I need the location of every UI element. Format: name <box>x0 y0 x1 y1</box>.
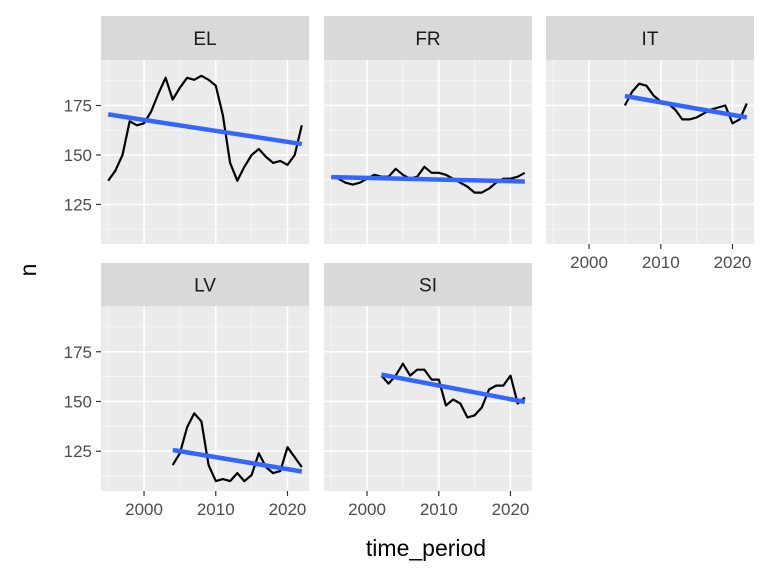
series-line-it <box>623 82 748 125</box>
x-tick-label: 2020 <box>269 500 307 519</box>
y-axis-title: n <box>15 264 41 277</box>
trend-line-it <box>624 93 748 120</box>
strip-label: SI <box>419 276 437 297</box>
strip-lv <box>101 263 309 306</box>
y-tick-label: 175 <box>64 343 92 362</box>
series-line-si <box>380 362 526 419</box>
strip-it <box>546 16 754 60</box>
y-tick-label: 125 <box>64 442 92 461</box>
panel-background <box>324 60 532 244</box>
series-line-lv <box>171 412 303 483</box>
panel-el: EL 125 150 175 <box>64 16 309 244</box>
panels-layer: EL 125 150 175 FR IT 2000 2010 2020 LV 125 150 175 20… <box>64 16 754 519</box>
x-axis-title: time_period <box>366 535 486 561</box>
strip-si <box>324 263 532 306</box>
series-line-el <box>107 74 303 182</box>
x-tick-label: 2010 <box>197 500 235 519</box>
panel-it: IT 2000 2010 2020 <box>546 16 754 272</box>
x-tick-label: 2000 <box>125 500 163 519</box>
strip-label: EL <box>193 29 216 50</box>
strip-el <box>101 16 309 60</box>
panel-background <box>101 60 309 244</box>
y-tick-label: 175 <box>64 97 92 116</box>
series-line-fr <box>330 165 526 194</box>
y-tick-label: 150 <box>64 146 92 165</box>
trend-line-fr <box>331 174 525 184</box>
trend-line-el <box>107 112 303 147</box>
panel-background <box>546 60 754 244</box>
trend-line-lv <box>172 447 303 474</box>
strip-label: LV <box>194 276 216 297</box>
panel-fr: FR <box>324 16 532 244</box>
y-tick-label: 125 <box>64 195 92 214</box>
y-tick-label: 150 <box>64 392 92 411</box>
panel-background <box>101 306 309 491</box>
x-tick-label: 2020 <box>492 500 530 519</box>
panel-si: SI 2000 2010 2020 <box>324 263 532 519</box>
panel-lv: LV 125 150 175 2000 2010 2020 <box>64 263 309 519</box>
strip-label: IT <box>642 29 659 50</box>
strip-fr <box>324 16 532 60</box>
x-tick-label: 2020 <box>714 253 752 272</box>
x-tick-label: 2010 <box>420 500 458 519</box>
x-tick-label: 2010 <box>642 253 680 272</box>
x-tick-label: 2000 <box>348 500 386 519</box>
trend-line-si <box>380 372 526 405</box>
strip-label: FR <box>415 29 440 50</box>
x-tick-label: 2000 <box>570 253 608 272</box>
